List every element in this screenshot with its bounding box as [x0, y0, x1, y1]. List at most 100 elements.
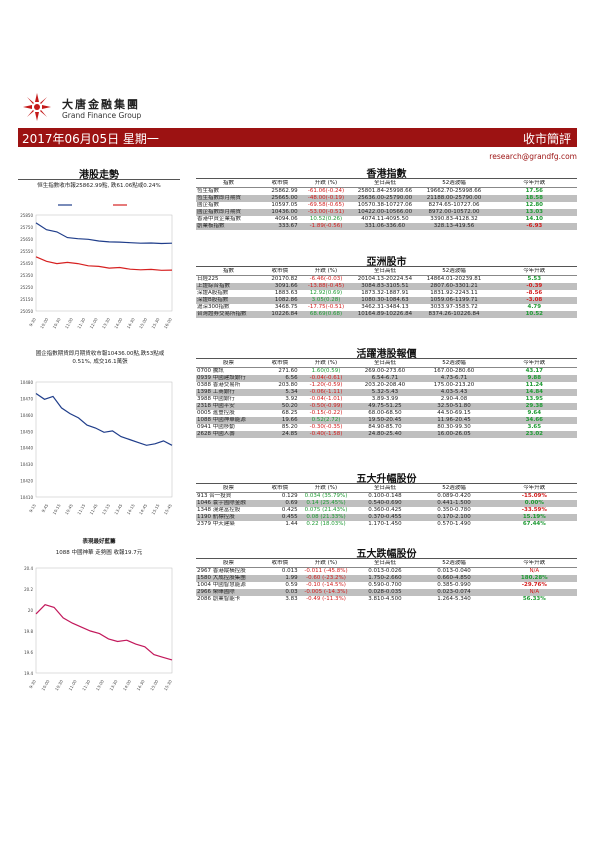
report-date: 2017年06月05日 星期一 — [22, 132, 159, 146]
table-cell: 203.20-208.40 — [364, 382, 406, 388]
x-tick-label: 15:45 — [163, 503, 173, 516]
y-tick-label: 19.4 — [24, 671, 33, 676]
x-tick-label: 13:00 — [95, 679, 105, 692]
table-cell: 10570.38-10727.06 — [357, 202, 413, 208]
table-row: 2086 創業智能卡 3.83 -0.49 (-11.3%) 3.810-4.500 1… — [196, 596, 577, 603]
table-cell: 0.100-0.148 — [368, 493, 402, 499]
table-cell: 10226.84 — [261, 311, 299, 318]
table-row: 恆生指數 25862.99 -61.06(-0.24) 25801.84-25998.… — [196, 188, 577, 196]
table-cell: 2.90-4.08 — [440, 396, 468, 402]
x-tick-label: 10:30 — [54, 679, 64, 692]
table-cell: 1.750-2.660 — [353, 575, 417, 582]
asia-table-title: 亞洲股市 — [366, 257, 407, 268]
table-cell: 9.64 — [527, 410, 542, 416]
table-row: 1348 滉達富控股 0.425 0.075 (21.43%) 0.360-0.425… — [196, 507, 577, 514]
column-header: 收市價 — [261, 360, 299, 368]
table-cell: -53.00(-0.51) — [298, 209, 354, 216]
table-cell: 14.84 — [491, 389, 577, 396]
column-header: 全日高低 — [353, 180, 417, 188]
contact-email[interactable]: research@grandfg.com — [489, 152, 577, 161]
table-row: 1398 工商銀行 5.34 -0.06(-1.11) 5.32-5.43 4.03-5… — [196, 389, 577, 396]
column-header: 今年升跌 — [491, 360, 577, 368]
table-cell: 0.03 — [261, 589, 299, 596]
y-tick-label: 20 — [28, 608, 34, 613]
table-cell: 2086 創業智能卡 — [197, 596, 241, 602]
x-tick-label: 13:30 — [101, 317, 111, 330]
table-cell: 1580 大成控股集團 — [196, 575, 262, 582]
table-cell: 1080.30-1084.63 — [353, 297, 417, 304]
table-cell: 24.80-25.40 — [353, 431, 417, 438]
table-cell: 2966 榮暉國際 — [196, 589, 262, 596]
y-tick-label: 20.2 — [24, 587, 33, 592]
table-cell: 1831.92-2243.11 — [430, 290, 478, 296]
table-cell: 34.66 — [491, 417, 577, 424]
table-cell: 9.88 — [491, 375, 577, 382]
table-cell: 3462.31-3484.13 — [361, 304, 409, 310]
table-row: 深證B股指數 1082.86 3.05(0.28) 1080.30-1084.63 10… — [196, 297, 577, 304]
x-tick-label: 11:00 — [68, 679, 78, 692]
table-cell: 10164.89-10226.84 — [353, 311, 417, 318]
x-tick-label: 11:30 — [81, 679, 91, 692]
table-cell: 4074.11-4095.50 — [361, 216, 409, 222]
table-row: 香港中資企業指數 4094.06 10.52(0.26) 4074.11-4095.5… — [196, 216, 577, 223]
table-row: 2966 榮暉國際 0.03 -0.005 (-14.3%) 0.028-0.035 0… — [196, 589, 577, 596]
table-row: 2628 中國人壽 24.85 -0.40(-1.58) 24.80-25.40 16.… — [196, 431, 577, 438]
table-cell: -6.93 — [491, 223, 577, 230]
table-cell: 10422.00-10566.00 — [353, 209, 417, 216]
column-header: 指數 — [196, 268, 262, 276]
table-cell: 80.30-99.30 — [437, 424, 471, 430]
plot-frame — [35, 567, 173, 674]
table-cell: -13.88(-0.45) — [298, 283, 354, 290]
report-title: 收市簡評 — [522, 132, 571, 146]
series-line — [35, 256, 173, 271]
table-cell: 19662.70-25998.66 — [426, 188, 482, 194]
table-cell: 0700 騰訊 — [197, 368, 224, 374]
table-row: 1088 中國神華能源 19.66 0.52(2.72) 19.50-20.45 11.… — [196, 417, 577, 424]
column-header: 今年升跌 — [491, 485, 577, 493]
table-cell: -61.06(-0.24) — [307, 188, 345, 194]
table-cell: 12.80 — [525, 202, 543, 208]
x-tick-label: 14:45 — [138, 503, 148, 516]
table-cell: 0.540-0.690 — [353, 500, 417, 507]
table-cell: 0.075 (21.43%) — [304, 507, 348, 513]
x-tick-label: 11:30 — [76, 317, 86, 330]
table-cell: -15.09% — [521, 493, 547, 499]
table-cell: 10.52 — [491, 311, 577, 318]
table-cell: 0.425 — [281, 507, 298, 513]
table-cell: 0.570-1.490 — [437, 521, 471, 527]
table-cell: 1004 中國智慧能源 — [197, 582, 246, 588]
column-header: 今年升跌 — [491, 180, 577, 188]
x-tick-label: 9:30 — [28, 679, 37, 690]
y-tick-label: 10480 — [20, 380, 33, 385]
y-tick-label: 25550 — [20, 249, 33, 254]
y-tick-label: 25350 — [20, 273, 33, 278]
table-cell: 0.660-4.850 — [416, 575, 492, 582]
x-tick-label: 11:00 — [64, 317, 74, 330]
table-cell: 328.13-419.56 — [416, 223, 492, 230]
table-cell: 0.00% — [491, 500, 577, 507]
table-row: 2967 香港縱橫控股 0.013 -0.011 (-45.8%) 0.013-0.0… — [196, 568, 577, 576]
table-cell: 14.10 — [525, 216, 543, 222]
column-header: 股票 — [196, 560, 262, 568]
table-cell: -6.46(-0.03) — [309, 276, 343, 282]
table-cell: 0939 中國建設銀行 — [196, 375, 262, 382]
table-cell: 0.455 — [261, 514, 299, 521]
table-cell: 167.00-280.60 — [433, 368, 475, 374]
table-cell: 32.50-51.80 — [416, 403, 492, 410]
table-cell: 滬深300指數 — [197, 304, 230, 310]
table-cell: 11.24 — [525, 382, 543, 388]
table-cell: 0.360-0.425 — [368, 507, 402, 513]
hk-table-title: 香港指數 — [366, 169, 407, 180]
plot-frame — [35, 214, 173, 312]
gainers-table: 股票 收市價 升跌 (%) 全日高低 52週波幅 今年升跌 913 合一投資 0.129 0.0… — [196, 485, 577, 528]
table-cell: 269.00-273.60 — [364, 368, 406, 374]
x-tick-label: 15:00 — [149, 679, 159, 692]
column-header: 52週波幅 — [416, 360, 492, 368]
futures-caption: 國企指數期貨即月期貨收市報10436.00點,跌53點或0.51%, 成交16.… — [35, 351, 165, 365]
divider — [196, 358, 577, 359]
y-tick-label: 25250 — [20, 285, 33, 290]
table-cell: 3.05(0.28) — [298, 297, 354, 304]
table-cell: 1883.63 — [274, 290, 298, 296]
table-cell: 85.20 — [281, 424, 298, 430]
table-cell: 25801.84-25998.66 — [357, 188, 413, 194]
